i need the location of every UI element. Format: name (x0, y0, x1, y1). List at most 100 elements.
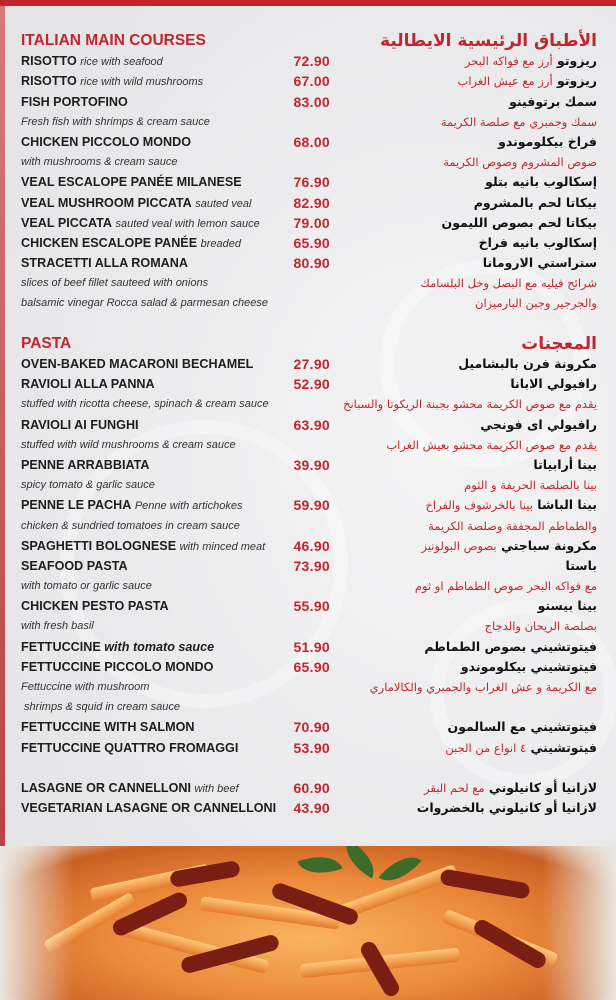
item-name-ar-group: ستراستي الارومانا (483, 253, 597, 273)
menu-item: LASAGNE OR CANNELLONI with beef 60.90 لازا… (0, 778, 616, 798)
item-name: FETTUCCINE (21, 639, 101, 654)
item-name-group: OVEN-BAKED MACARONI BECHAMEL (21, 354, 253, 374)
item-name-ar: فيتوتشيني (530, 739, 598, 755)
item-name-ar: مكرونة سباجتي (500, 537, 597, 553)
item-price: 59.90 (293, 497, 330, 514)
item-price: 65.90 (293, 658, 330, 675)
item-name: CHICKEN ESCALOPE PANÉE (21, 235, 198, 250)
item-note: shrimps & squid in cream sauce (21, 701, 180, 714)
menu-item: FISH PORTOFINO 83.00 سمك برتوفينو (0, 92, 616, 112)
pasta-title-ar: المعجنات (521, 333, 597, 354)
item-name-ar-group: فيتوتشيني بيكلوموندو (461, 657, 597, 677)
item-name: VEAL MUSHROOM PICCATA (21, 195, 192, 210)
item-note: spicy tomato & garlic sauce (21, 479, 155, 492)
item-price: 82.90 (293, 194, 330, 211)
menu-item: VEAL PICCATA sauted veal with lemon sauc… (0, 213, 616, 233)
menu-item: VEAL MUSHROOM PICCATA sauted veal 82.90 بي… (0, 193, 616, 213)
main-courses-header: ITALIAN MAIN COURSES الأطباق الرئيسية الا… (0, 31, 616, 51)
item-description: Penne with artichokes (134, 500, 243, 513)
item-name: FETTUCCINE PICCOLO MONDO (21, 659, 214, 674)
item-name-ar-group: رافيولي اى فونجي (480, 415, 597, 435)
item-name-ar: ريزوتو (557, 73, 597, 89)
item-name-ar: ستراستي الارومانا (482, 255, 597, 271)
item-name-group: FETTUCCINE PICCOLO MONDO (21, 657, 213, 677)
menu-item: CHICKEN ESCALOPE PANÉE breaded 65.90 إسكال… (0, 233, 616, 253)
item-note: with fresh basil (21, 620, 94, 633)
item-note-row: Fresh fish with shrimps & cream sauce سمك… (0, 112, 616, 132)
item-name-ar: رافيولي الابانا (510, 376, 597, 392)
item-name-ar: رافيولي اى فونجي (480, 416, 597, 432)
item-description: sauted veal (195, 197, 252, 210)
item-name-ar-group: بينا الباشا بينا بالخرشوف والفراخ (425, 495, 597, 515)
item-description-ar: بصوص البولونيز (421, 538, 497, 553)
item-name-ar: بينا بيستو (537, 598, 597, 614)
item-description: with beef (194, 782, 239, 795)
item-name-group: VEGETARIAN LASAGNE OR CANNELLONI (21, 798, 276, 818)
item-name-ar-group: رافيولي الابانا (510, 374, 597, 394)
item-name-group: FISH PORTOFINO (21, 92, 128, 112)
item-note-row: balsamic vinegar Rocca salad & parmesan … (0, 293, 616, 313)
item-price: 80.90 (293, 255, 330, 272)
item-description-ar: أرز مع عيش الغراب (457, 74, 553, 89)
item-price: 65.90 (293, 234, 330, 251)
item-name-ar-group: بينا بيستو (538, 596, 597, 616)
item-name-group: RISOTTO rice with seafood (21, 51, 163, 72)
item-name-ar: فراخ بيكلوموندو (498, 133, 597, 149)
item-price: 55.90 (293, 598, 330, 615)
item-note-row: Fettuccine with mushroom مع الكريمة و عش … (0, 677, 616, 697)
item-description: with tomato sauce (104, 639, 215, 654)
item-note-row: stuffed with wild mushrooms & cream sauc… (0, 435, 616, 455)
item-name: RAVIOLI AI FUNGHI (21, 417, 139, 432)
item-name-ar: بيكاتا لحم بصوص الليمون (441, 214, 597, 230)
item-name-group: CHICKEN PESTO PASTA (21, 596, 169, 616)
item-description-ar: بينا بالخرشوف والفراخ (425, 498, 533, 513)
item-name-ar-group: مكرونة سباجتي بصوص البولونيز (421, 536, 597, 556)
menu-item: OVEN-BAKED MACARONI BECHAMEL 27.90 مكرونة … (0, 354, 616, 374)
item-name: FETTUCCINE WITH SALMON (21, 720, 195, 735)
menu-item: CHICKEN PESTO PASTA 55.90 بينا بيستو (0, 596, 616, 616)
plate (0, 846, 616, 1000)
item-price: 43.90 (293, 800, 330, 817)
item-price: 51.90 (293, 638, 330, 655)
item-note-row: with mushrooms & cream sauce صوص المشروم … (0, 152, 616, 172)
menu-item: SEAFOOD PASTA 73.90 باستا (0, 556, 616, 576)
item-name-ar: فيتوتشيني بصوص الطماطم (424, 638, 597, 654)
item-note: Fettuccine with mushroom (21, 681, 150, 693)
item-price: 53.90 (293, 739, 330, 756)
item-name-ar-group: ريزوتو أرز مع عيش الغراب (458, 71, 597, 91)
main-courses-title-en: ITALIAN MAIN COURSES (21, 32, 206, 49)
item-name-group: FETTUCCINE with tomato sauce (21, 637, 214, 657)
pasta-header: PASTA المعجنات (0, 334, 616, 354)
item-name-group: VEAL MUSHROOM PICCATA sauted veal (21, 193, 251, 214)
item-name-ar-group: إسكالوب بانيه فراخ (479, 233, 597, 253)
item-price: 60.90 (293, 779, 330, 796)
item-price: 70.90 (293, 719, 330, 736)
item-name-group: PENNE LE PACHA Penne with artichokes (21, 495, 242, 516)
item-name: PENNE ARRABBIATA (21, 457, 150, 472)
item-note-ar: والطماطم المجففة وصلصة الكريمة (428, 518, 597, 533)
item-name: CHICKEN PICCOLO MONDO (21, 134, 192, 149)
item-description-ar: ٤ انواع من الجبن (445, 740, 527, 755)
item-name-group: STRACETTI ALLA ROMANA (21, 253, 188, 273)
item-description-ar: أرز مع فواكه البحر (464, 54, 553, 69)
menu-item: PENNE LE PACHA Penne with artichokes 59.9… (0, 495, 616, 515)
item-description: with minced meat (179, 540, 266, 553)
item-name: OVEN-BAKED MACARONI BECHAMEL (21, 357, 254, 371)
item-note-ar: بينا بالصلصة الحريفة و الثوم (464, 478, 597, 493)
item-name-ar: بينا الباشا (537, 497, 597, 513)
item-name-ar-group: سمك برتوفينو (509, 92, 597, 112)
menu-item: VEAL ESCALOPE PANÉE MILANESE 76.90 إسكالوب… (0, 172, 616, 192)
item-name: SPAGHETTI BOLOGNESE (21, 538, 177, 553)
menu-item: FETTUCCINE PICCOLO MONDO 65.90 فيتوتشيني ب… (0, 657, 616, 677)
item-price: 76.90 (293, 174, 330, 191)
item-name-group: LASAGNE OR CANNELLONI with beef (21, 778, 239, 799)
item-name-ar-group: فيتوتشيني ٤ انواع من الجبن (445, 738, 597, 758)
item-name: CHICKEN PESTO PASTA (21, 599, 169, 614)
item-name: FISH PORTOFINO (21, 94, 128, 109)
item-name-ar-group: لازانيا أو كانيلوني بالخضروات (417, 798, 597, 818)
item-name-group: RAVIOLI AI FUNGHI (21, 415, 139, 435)
item-note: stuffed with wild mushrooms & cream sauc… (21, 438, 236, 451)
item-name: VEGETARIAN LASAGNE OR CANNELLONI (21, 801, 277, 816)
item-name-group: CHICKEN PICCOLO MONDO (21, 132, 191, 152)
menu-item: RAVIOLI AI FUNGHI 63.90 رافيولي اى فونجي (0, 415, 616, 435)
